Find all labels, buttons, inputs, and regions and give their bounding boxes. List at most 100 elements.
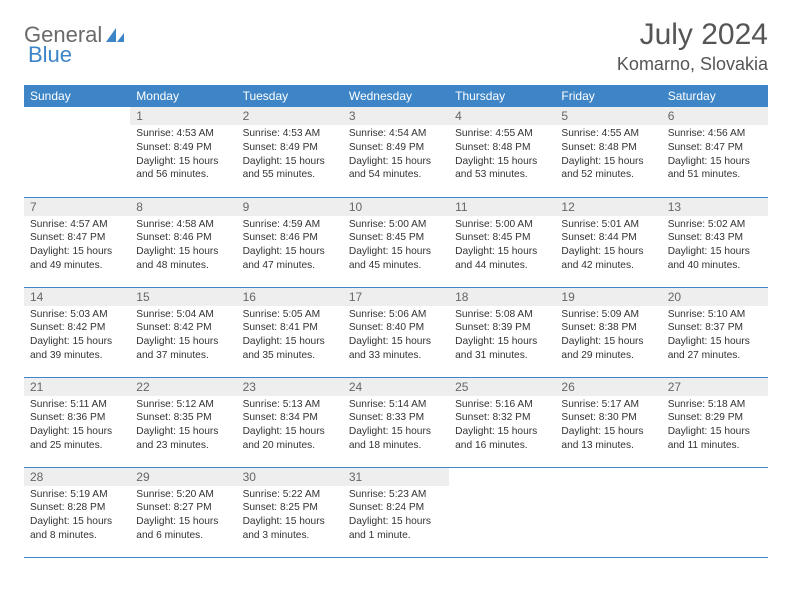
day-details: Sunrise: 5:06 AMSunset: 8:40 PMDaylight:… [343,306,449,367]
sunset-text: Sunset: 8:39 PM [455,321,549,335]
day-details: Sunrise: 5:08 AMSunset: 8:39 PMDaylight:… [449,306,555,367]
sunset-text: Sunset: 8:27 PM [136,501,230,515]
daylight-text: Daylight: 15 hours and 6 minutes. [136,515,230,543]
sunset-text: Sunset: 8:49 PM [243,141,337,155]
day-number: 1 [130,107,236,125]
sunset-text: Sunset: 8:25 PM [243,501,337,515]
calendar-day-cell: 4Sunrise: 4:55 AMSunset: 8:48 PMDaylight… [449,107,555,197]
day-details: Sunrise: 5:01 AMSunset: 8:44 PMDaylight:… [555,216,661,277]
sunset-text: Sunset: 8:28 PM [30,501,124,515]
day-number: 13 [662,198,768,216]
day-number: 4 [449,107,555,125]
daylight-text: Daylight: 15 hours and 42 minutes. [561,245,655,273]
weekday-header: Tuesday [237,85,343,107]
sunrise-text: Sunrise: 5:19 AM [30,488,124,502]
day-details: Sunrise: 4:59 AMSunset: 8:46 PMDaylight:… [237,216,343,277]
sunrise-text: Sunrise: 5:03 AM [30,308,124,322]
sunrise-text: Sunrise: 5:17 AM [561,398,655,412]
calendar-day-cell: 31Sunrise: 5:23 AMSunset: 8:24 PMDayligh… [343,467,449,557]
calendar-day-cell: 20Sunrise: 5:10 AMSunset: 8:37 PMDayligh… [662,287,768,377]
day-number: 31 [343,468,449,486]
day-number: 17 [343,288,449,306]
day-details: Sunrise: 5:04 AMSunset: 8:42 PMDaylight:… [130,306,236,367]
day-number: 23 [237,378,343,396]
day-details: Sunrise: 4:57 AMSunset: 8:47 PMDaylight:… [24,216,130,277]
day-number: 19 [555,288,661,306]
calendar-day-cell: 6Sunrise: 4:56 AMSunset: 8:47 PMDaylight… [662,107,768,197]
calendar-day-cell: 16Sunrise: 5:05 AMSunset: 8:41 PMDayligh… [237,287,343,377]
calendar-day-cell: 11Sunrise: 5:00 AMSunset: 8:45 PMDayligh… [449,197,555,287]
day-number: 20 [662,288,768,306]
sunrise-text: Sunrise: 4:55 AM [455,127,549,141]
calendar-day-cell: 5Sunrise: 4:55 AMSunset: 8:48 PMDaylight… [555,107,661,197]
day-details: Sunrise: 4:55 AMSunset: 8:48 PMDaylight:… [449,125,555,186]
daylight-text: Daylight: 15 hours and 27 minutes. [668,335,762,363]
day-details: Sunrise: 5:03 AMSunset: 8:42 PMDaylight:… [24,306,130,367]
day-number: 30 [237,468,343,486]
day-details: Sunrise: 4:58 AMSunset: 8:46 PMDaylight:… [130,216,236,277]
daylight-text: Daylight: 15 hours and 39 minutes. [30,335,124,363]
daylight-text: Daylight: 15 hours and 16 minutes. [455,425,549,453]
daylight-text: Daylight: 15 hours and 52 minutes. [561,155,655,183]
day-number: 7 [24,198,130,216]
sunset-text: Sunset: 8:38 PM [561,321,655,335]
sunset-text: Sunset: 8:46 PM [136,231,230,245]
day-details: Sunrise: 4:53 AMSunset: 8:49 PMDaylight:… [130,125,236,186]
daylight-text: Daylight: 15 hours and 3 minutes. [243,515,337,543]
calendar-day-cell: .. [449,467,555,557]
calendar-day-cell: 30Sunrise: 5:22 AMSunset: 8:25 PMDayligh… [237,467,343,557]
calendar-day-cell: 8Sunrise: 4:58 AMSunset: 8:46 PMDaylight… [130,197,236,287]
daylight-text: Daylight: 15 hours and 48 minutes. [136,245,230,273]
weekday-header: Thursday [449,85,555,107]
daylight-text: Daylight: 15 hours and 35 minutes. [243,335,337,363]
daylight-text: Daylight: 15 hours and 11 minutes. [668,425,762,453]
sunset-text: Sunset: 8:47 PM [30,231,124,245]
sunrise-text: Sunrise: 5:04 AM [136,308,230,322]
day-details: Sunrise: 4:53 AMSunset: 8:49 PMDaylight:… [237,125,343,186]
sunrise-text: Sunrise: 5:08 AM [455,308,549,322]
day-details: Sunrise: 5:20 AMSunset: 8:27 PMDaylight:… [130,486,236,547]
daylight-text: Daylight: 15 hours and 55 minutes. [243,155,337,183]
day-details: Sunrise: 4:54 AMSunset: 8:49 PMDaylight:… [343,125,449,186]
calendar-day-cell: 22Sunrise: 5:12 AMSunset: 8:35 PMDayligh… [130,377,236,467]
sunrise-text: Sunrise: 5:01 AM [561,218,655,232]
calendar-day-cell: .. [555,467,661,557]
sunrise-text: Sunrise: 4:57 AM [30,218,124,232]
calendar-day-cell: 23Sunrise: 5:13 AMSunset: 8:34 PMDayligh… [237,377,343,467]
sunset-text: Sunset: 8:42 PM [136,321,230,335]
calendar-day-cell: 28Sunrise: 5:19 AMSunset: 8:28 PMDayligh… [24,467,130,557]
calendar-table: SundayMondayTuesdayWednesdayThursdayFrid… [24,85,768,558]
calendar-day-cell: 13Sunrise: 5:02 AMSunset: 8:43 PMDayligh… [662,197,768,287]
calendar-day-cell: 7Sunrise: 4:57 AMSunset: 8:47 PMDaylight… [24,197,130,287]
sunset-text: Sunset: 8:40 PM [349,321,443,335]
sunset-text: Sunset: 8:32 PM [455,411,549,425]
month-title: July 2024 [617,18,768,52]
calendar-day-cell: 1Sunrise: 4:53 AMSunset: 8:49 PMDaylight… [130,107,236,197]
day-number: 2 [237,107,343,125]
day-number: 28 [24,468,130,486]
sunrise-text: Sunrise: 5:02 AM [668,218,762,232]
day-details: Sunrise: 5:00 AMSunset: 8:45 PMDaylight:… [343,216,449,277]
day-number: 3 [343,107,449,125]
sunset-text: Sunset: 8:33 PM [349,411,443,425]
daylight-text: Daylight: 15 hours and 1 minute. [349,515,443,543]
sunrise-text: Sunrise: 5:13 AM [243,398,337,412]
calendar-day-cell: 9Sunrise: 4:59 AMSunset: 8:46 PMDaylight… [237,197,343,287]
calendar-week-row: 21Sunrise: 5:11 AMSunset: 8:36 PMDayligh… [24,377,768,467]
sunset-text: Sunset: 8:29 PM [668,411,762,425]
calendar-day-cell: .. [662,467,768,557]
day-details: Sunrise: 4:55 AMSunset: 8:48 PMDaylight:… [555,125,661,186]
day-details: Sunrise: 5:10 AMSunset: 8:37 PMDaylight:… [662,306,768,367]
sunrise-text: Sunrise: 4:55 AM [561,127,655,141]
sunrise-text: Sunrise: 4:58 AM [136,218,230,232]
day-number: 26 [555,378,661,396]
sunrise-text: Sunrise: 5:09 AM [561,308,655,322]
sunrise-text: Sunrise: 5:00 AM [349,218,443,232]
sunrise-text: Sunrise: 5:12 AM [136,398,230,412]
daylight-text: Daylight: 15 hours and 49 minutes. [30,245,124,273]
daylight-text: Daylight: 15 hours and 31 minutes. [455,335,549,363]
day-details: Sunrise: 5:19 AMSunset: 8:28 PMDaylight:… [24,486,130,547]
sunrise-text: Sunrise: 5:16 AM [455,398,549,412]
sunset-text: Sunset: 8:48 PM [561,141,655,155]
day-number: 10 [343,198,449,216]
